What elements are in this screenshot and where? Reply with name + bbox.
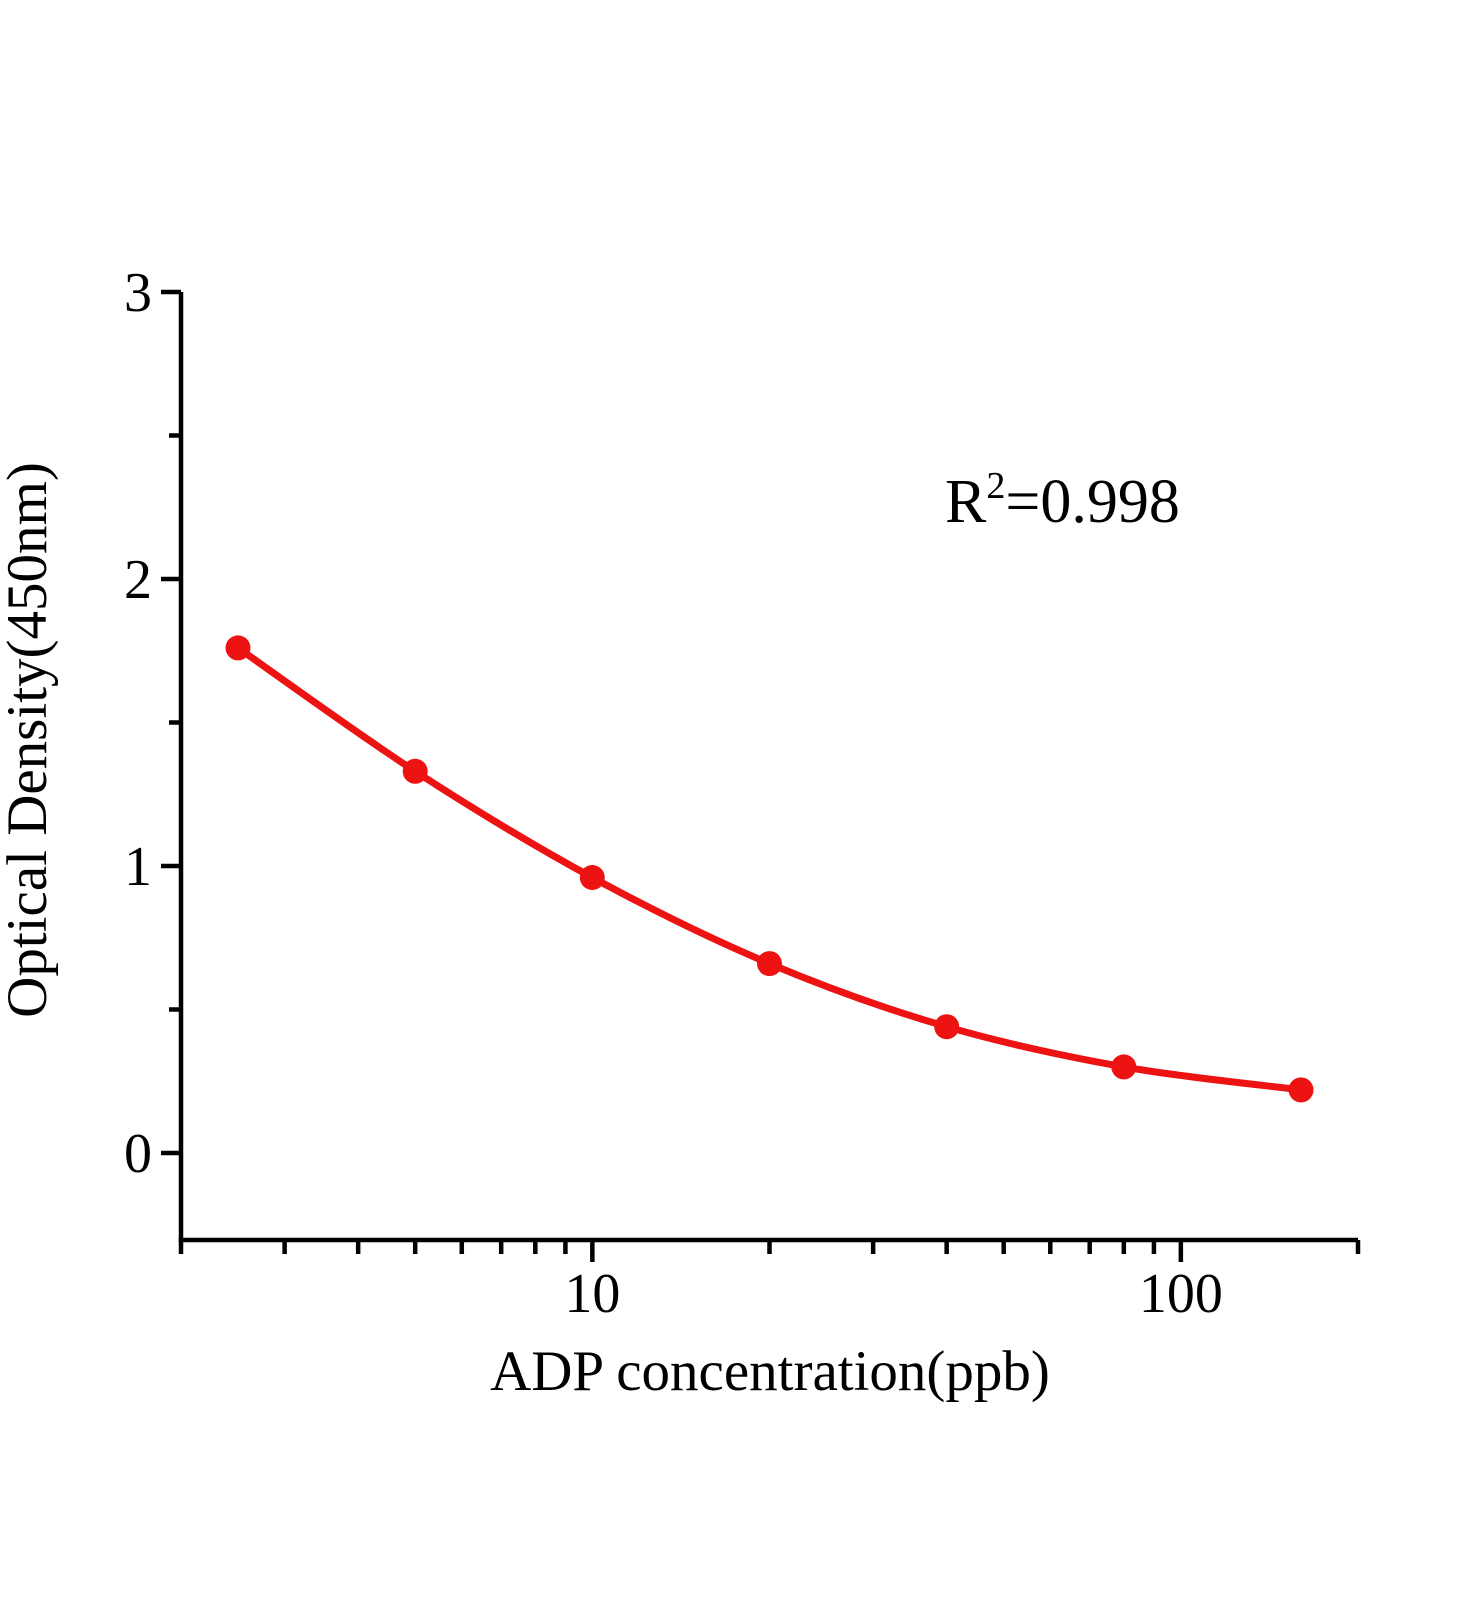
data-point xyxy=(1288,1077,1314,1103)
r-squared-value: =0.998 xyxy=(1005,468,1179,536)
r-squared-base: R xyxy=(945,468,987,536)
data-point xyxy=(1111,1054,1137,1080)
r-squared-exponent: 2 xyxy=(986,465,1005,507)
y-tick-label: 2 xyxy=(124,549,152,611)
y-tick-label: 0 xyxy=(124,1123,152,1185)
x-tick-label: 100 xyxy=(1139,1263,1223,1325)
fit-curve xyxy=(234,644,1305,1094)
data-point xyxy=(225,635,251,661)
data-series xyxy=(225,635,1314,1103)
y-axis-label: Optical Density(450nm) xyxy=(0,462,59,1018)
tick-labels: 10 100 0 1 2 3 xyxy=(124,262,1223,1325)
axis-ticks xyxy=(161,289,1361,1262)
data-point xyxy=(579,865,605,890)
x-axis-label: ADP concentration(ppb) xyxy=(490,1340,1050,1403)
x-tick-label: 10 xyxy=(564,1263,620,1325)
axes xyxy=(178,292,1358,1243)
y-tick-label: 1 xyxy=(124,836,152,898)
data-point xyxy=(402,758,428,784)
r-squared-annotation: R2=0.998 xyxy=(945,465,1180,536)
y-tick-label: 3 xyxy=(124,262,152,324)
data-point xyxy=(934,1014,960,1040)
data-point xyxy=(757,951,782,977)
